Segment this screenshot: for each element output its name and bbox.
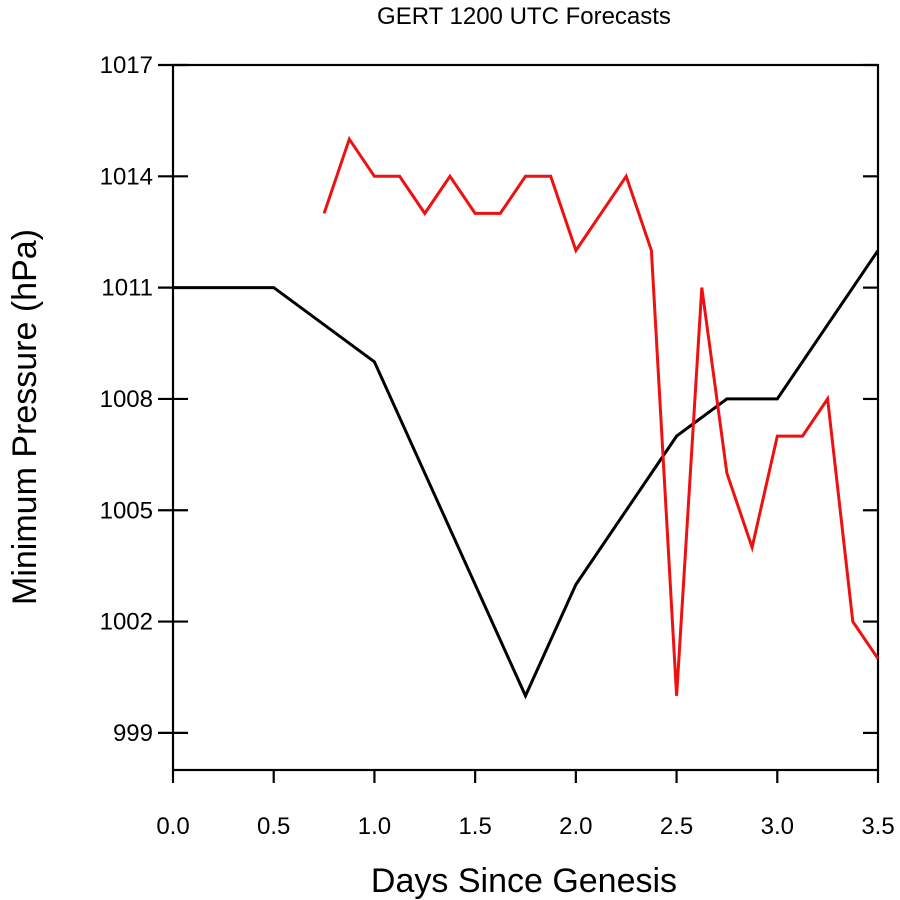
y-tick-label: 1008	[100, 386, 153, 413]
x-tick-label: 2.0	[559, 813, 592, 840]
series-line-2	[322, 135, 880, 696]
x-tick-label: 0.0	[156, 813, 189, 840]
y-tick-label: 1014	[100, 163, 153, 190]
y-tick-label: 1005	[100, 497, 153, 524]
x-tick-label: 2.5	[660, 813, 693, 840]
y-axis-ticks-right	[863, 63, 878, 734]
x-tick-label: 1.0	[358, 813, 391, 840]
x-axis-ticks	[171, 770, 880, 783]
y-tick-label: 1011	[101, 275, 153, 302]
x-tick-label: 0.5	[257, 813, 290, 840]
x-axis-tick-labels: 0.0 0.5 1.0 1.5 2.0 2.5 3.0 3.5	[156, 813, 894, 840]
x-tick-label: 3.5	[861, 813, 894, 840]
series-line-1	[173, 249, 880, 700]
series-group	[173, 135, 880, 700]
chart-title: GERT 1200 UTC Forecasts	[377, 3, 671, 30]
x-tick-label: 1.5	[458, 813, 491, 840]
y-axis-tick-labels: 999 1002 1005 1008 1011 1014 1017	[100, 52, 153, 747]
x-axis-title: Days Since Genesis	[371, 862, 677, 900]
y-tick-label: 1002	[100, 609, 153, 636]
plot-frame	[171, 63, 880, 772]
y-axis-title: Minimum Pressure (hPa)	[6, 229, 44, 605]
y-tick-label: 1017	[100, 52, 153, 79]
y-tick-label: 999	[113, 720, 153, 747]
x-tick-label: 3.0	[761, 813, 794, 840]
